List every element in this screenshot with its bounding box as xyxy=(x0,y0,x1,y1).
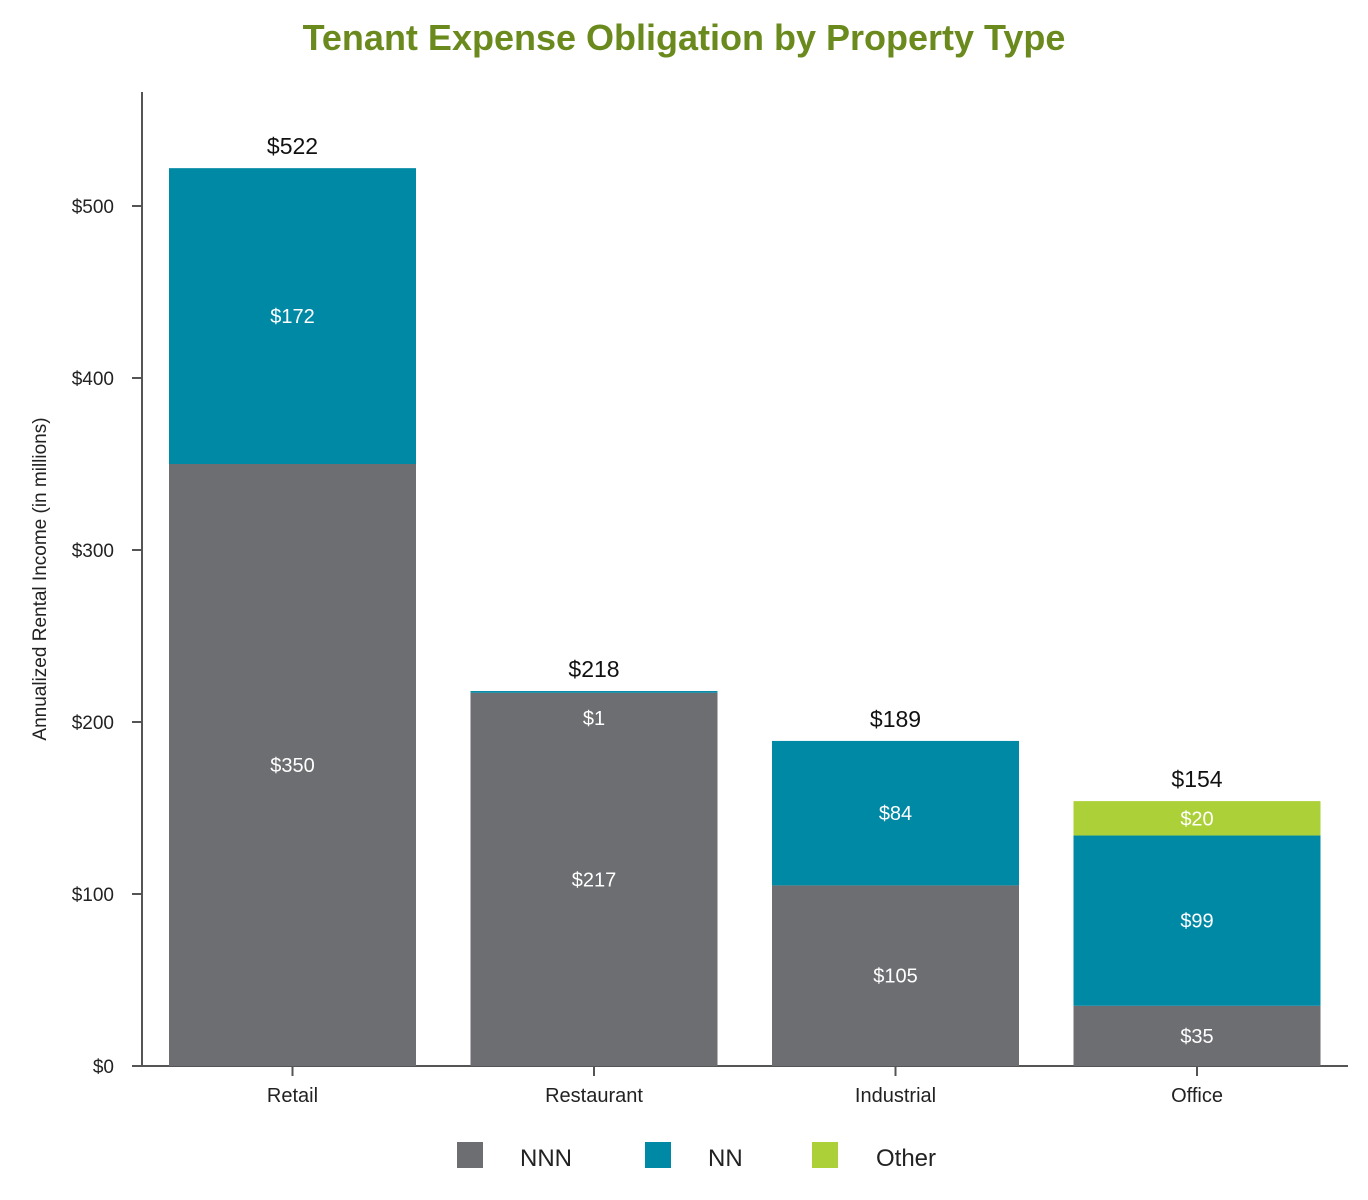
bar-segment-nnn xyxy=(470,692,718,1066)
bar-segment-other xyxy=(1073,801,1321,836)
bars: $350$172$522$217$1$218$105$84$189$35$99$… xyxy=(169,133,1321,1066)
bar-group-retail: $350 $172 $522 xyxy=(169,133,416,1066)
segment-value-label: $217 xyxy=(572,869,617,891)
bar-segment-nn xyxy=(772,740,1019,886)
x-tick-label: Industrial xyxy=(855,1085,936,1107)
bar-total-label: $154 xyxy=(1171,766,1222,792)
legend-label: Other xyxy=(876,1145,936,1172)
axes: $0 $100 $200 $300 $400 $500 Annualized Rental … xyxy=(30,92,1348,1107)
legend-item-nnn: NNN xyxy=(457,1142,572,1172)
segment-value-label: $350 xyxy=(270,755,315,777)
bar-group-industrial: $105 $84 $189 xyxy=(772,706,1019,1066)
bar-total-label: $189 xyxy=(870,706,921,732)
segment-value-label: $84 xyxy=(879,803,912,825)
legend-label: NN xyxy=(708,1145,743,1172)
bar-segment-nn xyxy=(1073,835,1321,1006)
bar-segment-nnn xyxy=(772,885,1019,1066)
segment-value-label: $35 xyxy=(1180,1026,1213,1048)
bar-total-label: $522 xyxy=(267,133,318,159)
y-tick-label: $200 xyxy=(72,713,114,734)
bar-segment-nn xyxy=(470,691,718,693)
y-tick-label: $500 xyxy=(72,197,114,218)
chart-title: Tenant Expense Obligation by Property Ty… xyxy=(303,17,1066,58)
bar-group-office: $35 $99 $20 $154 xyxy=(1073,766,1321,1066)
x-tick-label: Retail xyxy=(267,1085,318,1107)
y-tick-label: $300 xyxy=(72,541,114,562)
segment-value-label: $1 xyxy=(583,708,605,730)
legend: NNN NN Other xyxy=(457,1142,936,1172)
bar-segment-nnn xyxy=(1073,1005,1321,1066)
y-tick-label: $100 xyxy=(72,885,114,906)
y-axis-label: Annualized Rental Income (in millions) xyxy=(30,417,51,740)
x-tick-label: Office xyxy=(1171,1085,1223,1107)
legend-swatch xyxy=(645,1142,671,1168)
legend-label: NNN xyxy=(520,1145,572,1172)
segment-value-label: $105 xyxy=(873,966,918,988)
segment-value-label: $172 xyxy=(270,306,315,328)
bar-segment-nnn xyxy=(169,464,416,1066)
legend-swatch xyxy=(812,1142,838,1168)
bar-group-restaurant: $217 $1 $218 xyxy=(470,656,718,1066)
y-tick-label: $0 xyxy=(93,1057,114,1078)
legend-swatch xyxy=(457,1142,483,1168)
y-tick-label: $400 xyxy=(72,369,114,390)
segment-value-label: $99 xyxy=(1180,911,1213,933)
legend-item-other: Other xyxy=(812,1142,936,1172)
legend-item-nn: NN xyxy=(645,1142,743,1172)
x-tick-label: Restaurant xyxy=(545,1085,643,1107)
bar-segment-nn xyxy=(169,168,416,464)
segment-value-label: $20 xyxy=(1180,808,1213,830)
bar-total-label: $218 xyxy=(568,656,619,682)
